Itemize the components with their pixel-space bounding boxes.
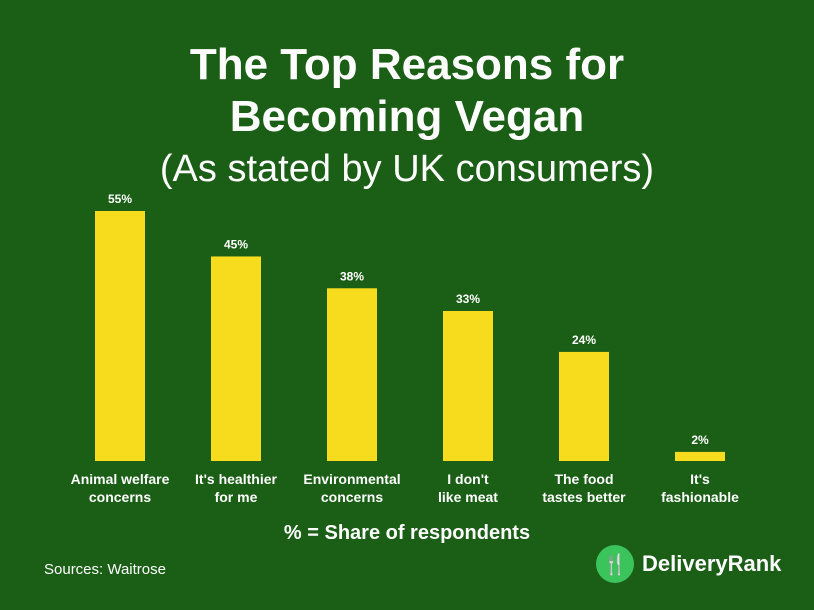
bar <box>559 351 609 461</box>
source-note: Sources: Waitrose <box>44 561 166 578</box>
data-label: 55% <box>108 192 132 206</box>
x-tick-label: The food <box>554 471 613 487</box>
chart-title-line1: The Top Reasons for <box>189 40 625 89</box>
x-tick-label: fashionable <box>661 489 739 505</box>
bar <box>327 288 377 461</box>
x-tick-label: It's <box>690 471 710 487</box>
x-tick-label: Environmental <box>303 471 400 487</box>
data-label: 45% <box>224 237 248 251</box>
data-label: 38% <box>340 269 364 283</box>
x-tick-label: Animal welfare <box>71 471 170 487</box>
chart-subtitle: (As stated by UK consumers) <box>159 148 655 190</box>
x-tick-label: It's healthier <box>195 471 277 487</box>
bar <box>95 211 145 461</box>
x-tick-label: like meat <box>438 489 498 505</box>
x-tick-label: concerns <box>89 489 151 505</box>
data-label: 2% <box>691 433 709 447</box>
x-axis-label: % = Share of respondents <box>283 522 531 544</box>
brand-logo: 🍴 DeliveryRank <box>596 545 781 583</box>
bar <box>675 451 725 461</box>
data-label: 24% <box>572 333 596 347</box>
x-tick-label: I don't <box>447 471 489 487</box>
bar-chart: 55% Animal welfare concerns 45% It's healthi… <box>71 192 740 505</box>
x-tick-label: tastes better <box>542 489 626 505</box>
x-tick-label: concerns <box>321 489 383 505</box>
brand-name: DeliveryRank <box>642 551 782 576</box>
x-tick-label: for me <box>215 489 258 505</box>
bar <box>211 256 261 461</box>
fork-spoon-icon: 🍴 <box>596 545 634 583</box>
chart-title-line2: Becoming Vegan <box>229 92 585 141</box>
data-label: 33% <box>456 292 480 306</box>
bar <box>443 311 493 461</box>
